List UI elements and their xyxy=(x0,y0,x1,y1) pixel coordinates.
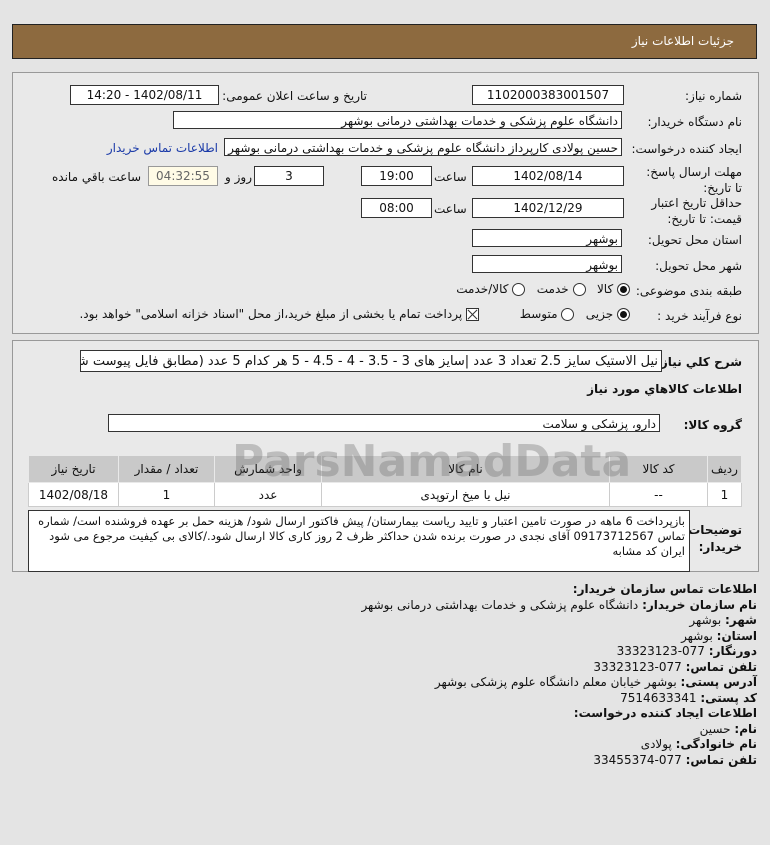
contact-line-value: بوشهر xyxy=(681,628,713,643)
creator-label: ایجاد کننده درخواست: xyxy=(631,142,742,156)
cell-name: نیل یا میخ ارتوپدی xyxy=(321,482,610,507)
validity-date-field: 1402/12/29 xyxy=(472,198,624,218)
remaining-time-field: 04:32:55 xyxy=(148,166,218,186)
treasury-checkbox[interactable] xyxy=(466,308,479,321)
process-medium-label: متوسط xyxy=(519,307,558,321)
goods-heading: اطلاعات کالاهاي مورد نیاز xyxy=(587,382,742,396)
contact-line-label: آدرس پستی: xyxy=(680,675,757,689)
days-field: 3 xyxy=(254,166,324,186)
contact-line: نام سازمان خریدار: دانشگاه علوم پزشکی و … xyxy=(361,598,757,614)
col-date: تاریخ نیاز xyxy=(28,455,119,483)
contact-line-value: بوشهر xyxy=(689,613,722,627)
contact-line: استان: بوشهر xyxy=(361,629,757,645)
process-label: نوع فرآیند خرید : xyxy=(657,309,742,323)
deadline-time-label: ساعت xyxy=(434,170,467,184)
creator-field: حسین پولادی کارپرداز دانشگاه علوم پزشکی … xyxy=(224,138,622,156)
summary-field: نیل الاستیک سایز 2.5 تعداد 3 عدد |سایز ه… xyxy=(80,350,662,372)
category-both-label: کالا/خدمت xyxy=(456,282,509,296)
group-field: دارو، پزشکی و سلامت xyxy=(108,414,660,432)
category-goods-radio[interactable] xyxy=(617,283,630,296)
contact-line-label: نام خانوادگی: xyxy=(675,737,757,751)
goods-table: ردیف کد کالا نام کالا واحد شمارش تعداد /… xyxy=(28,455,742,507)
contact-line-label: تلفن تماس: xyxy=(685,752,757,767)
creator-heading: اطلاعات ایجاد کننده درخواست: xyxy=(573,706,757,720)
buyer-org-label: نام دستگاه خریدار: xyxy=(647,115,743,129)
payment-note: پرداخت تمام یا بخشی از مبلغ خرید،از محل … xyxy=(79,307,463,321)
contact-line: تلفن تماس: 077-33455374 xyxy=(361,753,757,769)
summary-label: شرح کلي نیاز: xyxy=(656,355,742,369)
process-minor-label: جزیی xyxy=(585,307,614,321)
contact-section: اطلاعات تماس سازمان خریدار: نام سازمان خ… xyxy=(361,582,757,768)
contact-line-value: 7514633341 xyxy=(620,690,697,705)
category-goods-label: کالا xyxy=(596,282,614,296)
contact-line-label: تلفن تماس: xyxy=(685,659,757,674)
category-label: طبقه بندی موضوعی: xyxy=(635,284,742,298)
col-row: ردیف xyxy=(707,455,742,483)
table-row: 1 -- نیل یا میخ ارتوپدی عدد 1 1402/08/18 xyxy=(28,482,742,507)
province-field: بوشهر xyxy=(472,229,622,247)
city-label: شهر محل تحویل: xyxy=(655,259,742,273)
contact-line: نام: حسین xyxy=(361,722,757,738)
col-qty: تعداد / مقدار xyxy=(118,455,215,483)
validity-time-field: 08:00 xyxy=(361,198,432,218)
days-label: روز و xyxy=(225,170,252,184)
process-medium-radio[interactable] xyxy=(561,308,575,321)
contact-line-value: 077-33323123 xyxy=(593,659,682,674)
category-service-radio[interactable] xyxy=(572,283,586,296)
contact-line-value: 077-33323123 xyxy=(616,644,705,658)
cell-code: -- xyxy=(609,482,708,507)
contact-line-label: دورنگار: xyxy=(708,644,757,658)
contact-line-label: کد پستی: xyxy=(700,690,757,705)
process-minor-radio[interactable] xyxy=(617,308,630,321)
col-name: نام کالا xyxy=(321,455,610,483)
contact-line: شهر: بوشهر xyxy=(361,613,757,629)
need-number-field: 1102000383001507 xyxy=(472,85,624,105)
notes-label: توضیحات خریدار: xyxy=(688,523,742,554)
validity-label: حداقل تاریخ اعتبار قیمت: تا تاریخ: xyxy=(651,196,742,226)
cell-qty: 1 xyxy=(118,482,215,507)
need-number-label: شماره نیاز: xyxy=(685,89,742,103)
deadline-time-field: 19:00 xyxy=(361,166,432,186)
cell-unit: عدد xyxy=(214,482,322,507)
cell-row: 1 xyxy=(707,482,742,507)
deadline-date-field: 1402/08/14 xyxy=(472,166,624,186)
contact-heading: اطلاعات تماس سازمان خریدار: xyxy=(572,582,757,596)
notes-field: بازپرداخت 6 ماهه در صورت تامین اعتبار و … xyxy=(28,510,690,572)
province-label: استان محل تحویل: xyxy=(647,233,742,247)
deadline-label: مهلت ارسال پاسخ: تا تاریخ: xyxy=(646,165,742,195)
process-radio-group: جزیی متوسط xyxy=(520,307,630,321)
group-label: گروه کالا: xyxy=(683,418,742,432)
contact-line-value: حسین xyxy=(699,721,731,736)
payment-option: پرداخت تمام یا بخشی از مبلغ خرید،از محل … xyxy=(79,307,479,321)
contact-line: نام خانوادگی: پولادی xyxy=(361,737,757,753)
contact-line-value: بوشهر خیابان معلم دانشگاه علوم پزشکی بوش… xyxy=(434,675,677,689)
col-code: کد کالا xyxy=(609,455,708,483)
buyer-org-field: دانشگاه علوم پزشکی و خدمات بهداشتی درمان… xyxy=(173,111,622,129)
validity-time-label: ساعت xyxy=(434,202,467,216)
page-title: جزئیات اطلاعات نیاز xyxy=(631,34,734,48)
contact-line-label: شهر: xyxy=(725,613,757,627)
contact-line: دورنگار: 077-33323123 xyxy=(361,644,757,660)
announce-field: 1402/08/11 - 14:20 xyxy=(70,85,219,105)
contact-line: کد پستی: 7514633341 xyxy=(361,691,757,707)
category-radio-group: کالا خدمت کالا/خدمت xyxy=(456,282,630,296)
contact-line-label: نام سازمان خریدار: xyxy=(642,597,757,612)
cell-date: 1402/08/18 xyxy=(28,482,119,507)
contact-line-label: نام: xyxy=(734,721,757,736)
city-field: بوشهر xyxy=(472,255,622,273)
announce-label: تاریخ و ساعت اعلان عمومی: xyxy=(222,89,367,103)
page-header: جزئیات اطلاعات نیاز xyxy=(12,24,757,59)
col-unit: واحد شمارش xyxy=(214,455,322,483)
contact-line-value: دانشگاه علوم پزشکی و خدمات بهداشتی درمان… xyxy=(361,597,639,612)
remaining-label: ساعت باقي مانده xyxy=(52,170,142,184)
buyer-contact-link[interactable]: اطلاعات تماس خریدار xyxy=(106,141,218,155)
contact-line: آدرس پستی: بوشهر خیابان معلم دانشگاه علو… xyxy=(361,675,757,691)
category-both-radio[interactable] xyxy=(512,283,526,296)
contact-line-label: استان: xyxy=(716,628,757,643)
category-service-label: خدمت xyxy=(536,282,569,296)
table-header-row: ردیف کد کالا نام کالا واحد شمارش تعداد /… xyxy=(28,455,742,483)
contact-line: تلفن تماس: 077-33323123 xyxy=(361,660,757,676)
contact-line-value: 077-33455374 xyxy=(593,752,682,767)
contact-line-value: پولادی xyxy=(640,737,672,751)
